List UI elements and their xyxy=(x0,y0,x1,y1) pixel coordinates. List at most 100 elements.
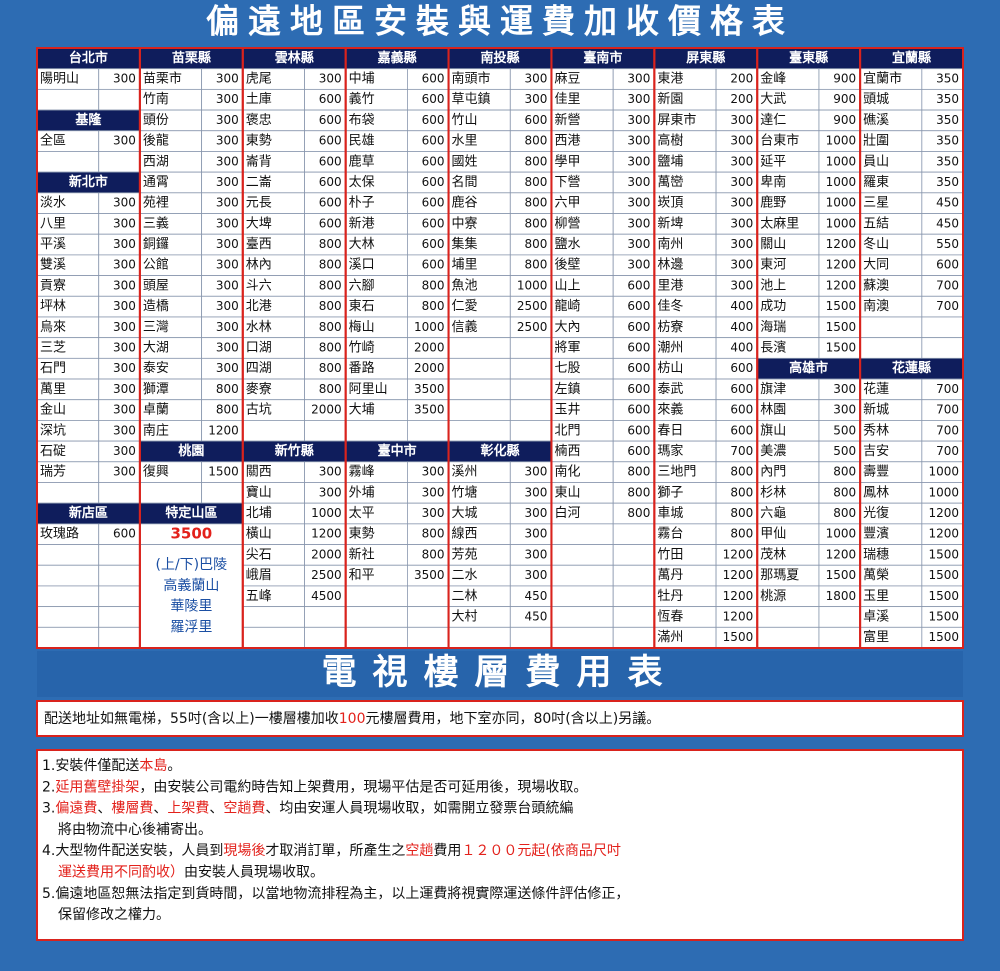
area-name: 八里 xyxy=(40,216,66,231)
cell xyxy=(98,88,141,111)
area-name: 深坑 xyxy=(40,423,66,438)
area-name: 石門 xyxy=(40,361,66,376)
section-band xyxy=(37,651,963,697)
area-name: 花蓮 xyxy=(863,381,889,397)
area-price: 800 xyxy=(319,341,342,355)
area-name: 大埤 xyxy=(246,215,272,231)
note-line: 1.安裝件僅配送本島。 xyxy=(42,758,181,774)
area-name: 二水 xyxy=(452,568,478,583)
cell xyxy=(859,337,923,359)
highlight-text: 延用舊壁掛架 xyxy=(55,779,139,795)
area-price: 600 xyxy=(319,196,342,210)
area-price: 300 xyxy=(525,465,548,479)
area-price: 1200 xyxy=(826,547,857,561)
area-name: 水林 xyxy=(246,320,272,335)
area-price: 1500 xyxy=(928,589,959,603)
cell xyxy=(36,585,100,608)
area-price: 300 xyxy=(216,175,239,189)
cell xyxy=(612,544,655,566)
area-name: 大城 xyxy=(452,506,478,521)
area-name: 海瑞 xyxy=(760,320,786,335)
area-price: 300 xyxy=(730,113,753,127)
area-name: 羅東 xyxy=(863,174,889,190)
area-price: 300 xyxy=(216,216,239,230)
area-name: 銅鑼 xyxy=(143,236,169,252)
area-name: 萬丹 xyxy=(657,568,683,583)
area-price: 300 xyxy=(730,134,753,148)
cell xyxy=(36,88,100,111)
area-name: 鹽埔 xyxy=(657,154,683,169)
area-price: 800 xyxy=(525,134,548,148)
area-name: 屏東市 xyxy=(657,112,696,128)
highlight-text: 本島 xyxy=(139,758,167,774)
area-name: 壽豐 xyxy=(863,465,889,480)
cell xyxy=(509,378,552,401)
highlight-text: 100 xyxy=(339,711,366,727)
group-header: 桃園 xyxy=(178,443,204,459)
area-name: 霧峰 xyxy=(349,465,375,480)
area-price: 800 xyxy=(730,465,753,479)
area-name: 林邊 xyxy=(657,258,683,273)
cell xyxy=(509,626,552,649)
area-price: 700 xyxy=(936,444,959,458)
area-price: 800 xyxy=(627,506,650,520)
area-name: 南化 xyxy=(554,464,580,480)
area-name: 線西 xyxy=(452,526,478,542)
area-name: 獅子 xyxy=(657,485,683,500)
area-name: 番路 xyxy=(349,360,375,376)
area-price: 400 xyxy=(730,341,753,355)
area-name: 南頭市 xyxy=(452,71,491,87)
area-name: 冬山 xyxy=(863,236,889,252)
area-price: 300 xyxy=(113,134,136,148)
note-line: 4.大型物件配送安裝，人員到現場後才取消訂單，所產生之空趟費用１２００元起(依商… xyxy=(42,842,621,859)
area-name: 土庫 xyxy=(246,92,272,107)
area-price: 300 xyxy=(730,196,753,210)
column-outline xyxy=(859,47,964,649)
area-price: 600 xyxy=(627,341,650,355)
cell xyxy=(98,482,141,504)
area-price: 450 xyxy=(936,196,959,210)
cell xyxy=(448,378,511,401)
cell xyxy=(448,420,511,442)
area-price: 600 xyxy=(422,134,445,148)
area-price: 300 xyxy=(113,196,136,210)
area-price: 1200 xyxy=(826,258,857,272)
cell xyxy=(509,399,552,421)
cell xyxy=(612,564,655,587)
cell xyxy=(345,585,408,608)
area-price: 600 xyxy=(730,423,753,437)
area-name: 甲仙 xyxy=(760,527,786,542)
cell xyxy=(551,544,614,566)
area-price: 600 xyxy=(627,444,650,458)
group-header: 嘉義縣 xyxy=(377,50,417,66)
area-price: 300 xyxy=(113,258,136,272)
area-name: 後壁 xyxy=(554,258,580,273)
area-price: 800 xyxy=(833,485,856,499)
note-text: 2. xyxy=(42,779,55,795)
area-price: 1500 xyxy=(928,568,959,582)
area-name: 新園 xyxy=(657,91,683,107)
area-price: 600 xyxy=(319,154,342,168)
area-name: 泰武 xyxy=(657,382,683,397)
note-text: 、 xyxy=(209,801,223,817)
area-price: 800 xyxy=(319,258,342,272)
cell xyxy=(612,585,655,608)
note-text: 費用 xyxy=(433,843,461,859)
area-name: 佳里 xyxy=(554,92,580,107)
cell xyxy=(36,606,100,628)
area-name: 玫瑰路 xyxy=(40,526,79,542)
area-name: 竹南 xyxy=(143,91,169,107)
area-name: 五結 xyxy=(863,216,889,231)
area-name: 新城 xyxy=(863,402,889,418)
area-price: 300 xyxy=(525,527,548,541)
area-price: 800 xyxy=(422,547,445,561)
area-price: 300 xyxy=(730,216,753,230)
area-name: 芳苑 xyxy=(452,547,478,562)
area-name: 國姓 xyxy=(452,154,478,169)
cell xyxy=(448,357,511,380)
area-name: 長濱 xyxy=(760,341,786,356)
area-name: 坪林 xyxy=(40,299,66,314)
area-name: 竹崎 xyxy=(349,341,375,356)
area-price: 300 xyxy=(627,258,650,272)
area-price: 600 xyxy=(627,423,650,437)
